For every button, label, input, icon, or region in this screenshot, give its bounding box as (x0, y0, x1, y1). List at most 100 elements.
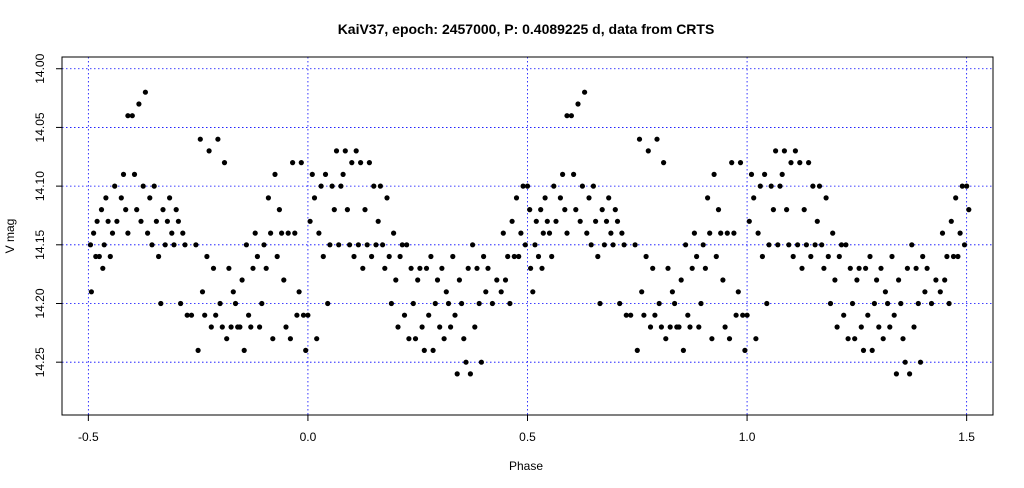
data-point-375 (481, 253, 487, 260)
data-point-284 (281, 277, 287, 283)
data-point-234 (167, 195, 173, 201)
x-tick-label-4: 1.5 (958, 430, 975, 444)
data-point-169 (900, 336, 906, 342)
data-point-176 (915, 300, 921, 307)
data-point-170 (902, 359, 908, 365)
data-point-65 (672, 300, 678, 307)
data-point-118 (788, 160, 794, 166)
data-point-338 (399, 242, 405, 248)
data-point-39 (610, 242, 616, 248)
data-point-122 (797, 160, 803, 166)
data-point-285 (283, 324, 289, 330)
data-point-202 (96, 253, 102, 260)
data-point-95 (737, 160, 744, 166)
data-point-129 (812, 242, 818, 248)
data-point-332 (386, 253, 392, 260)
data-point-274 (259, 300, 265, 307)
data-point-277 (265, 195, 271, 201)
data-point-239 (178, 300, 184, 307)
data-point-121 (795, 242, 801, 248)
data-point-364 (456, 277, 462, 283)
data-point-273 (257, 324, 263, 330)
data-point-20 (568, 113, 575, 119)
data-point-316 (351, 253, 357, 260)
data-point-378 (489, 300, 495, 307)
data-point-322 (364, 242, 370, 248)
data-point-313 (344, 207, 350, 213)
data-point-130 (814, 218, 820, 224)
data-point-60 (661, 160, 667, 166)
data-point-158 (876, 324, 882, 330)
data-point-171 (904, 265, 911, 271)
data-point-293 (300, 312, 307, 318)
data-point-145 (847, 265, 853, 271)
data-point-181 (928, 300, 935, 307)
data-point-71 (685, 312, 691, 318)
data-point-345 (415, 277, 421, 283)
data-point-310 (338, 183, 344, 189)
data-point-149 (856, 265, 862, 271)
data-point-287 (287, 336, 293, 342)
data-point-340 (404, 242, 410, 248)
data-point-42 (617, 300, 623, 307)
data-point-150 (858, 324, 864, 330)
data-point-8 (540, 230, 546, 236)
data-point-156 (871, 300, 878, 307)
data-point-2 (530, 289, 536, 295)
data-point-323 (366, 160, 372, 166)
data-point-269 (248, 324, 254, 330)
data-point-75 (694, 253, 700, 260)
data-point-153 (865, 312, 871, 318)
data-point-45 (623, 312, 629, 318)
data-point-314 (347, 242, 353, 248)
data-point-282 (276, 207, 282, 213)
data-point-211 (114, 218, 120, 224)
data-point-84 (713, 253, 719, 260)
data-point-360 (448, 324, 454, 330)
data-point-302 (320, 253, 326, 260)
data-point-167 (896, 277, 902, 283)
data-point-347 (419, 324, 425, 330)
data-point-199 (91, 230, 97, 236)
data-point-32 (595, 253, 601, 260)
x-axis-label: Phase (509, 459, 543, 473)
data-point-11 (546, 230, 553, 236)
data-point-47 (632, 242, 638, 248)
data-point-126 (806, 160, 812, 166)
data-point-306 (329, 183, 335, 189)
data-point-182 (933, 277, 939, 283)
data-point-232 (162, 242, 168, 248)
data-point-215 (125, 113, 131, 119)
data-point-196 (966, 207, 972, 213)
data-point-228 (153, 218, 159, 224)
data-point-31 (593, 218, 599, 224)
data-point-102 (753, 336, 759, 342)
data-point-220 (136, 101, 142, 107)
data-point-241 (182, 242, 188, 248)
y-axis: 14.00 14.05 14.10 14.15 14.20 14.25 (33, 53, 62, 377)
data-point-92 (731, 230, 737, 236)
data-point-21 (571, 171, 577, 177)
data-point-34 (599, 207, 605, 213)
data-point-258 (224, 336, 230, 342)
data-point-292 (298, 160, 304, 166)
data-point-311 (340, 171, 346, 177)
data-point-275 (261, 242, 267, 248)
data-point-366 (461, 336, 467, 342)
data-point-276 (263, 265, 269, 271)
data-point-247 (199, 289, 206, 295)
data-point-379 (494, 277, 500, 283)
data-point-191 (955, 253, 961, 260)
data-point-279 (270, 336, 276, 342)
data-point-321 (362, 207, 368, 213)
data-point-143 (843, 242, 849, 248)
data-point-44 (621, 242, 627, 248)
data-point-173 (909, 242, 915, 248)
data-point-180 (924, 265, 930, 271)
data-point-299 (314, 336, 320, 342)
data-point-90 (726, 336, 733, 342)
data-point-208 (107, 253, 113, 260)
data-point-240 (180, 230, 186, 236)
data-point-36 (603, 218, 610, 224)
data-point-16 (560, 171, 566, 177)
